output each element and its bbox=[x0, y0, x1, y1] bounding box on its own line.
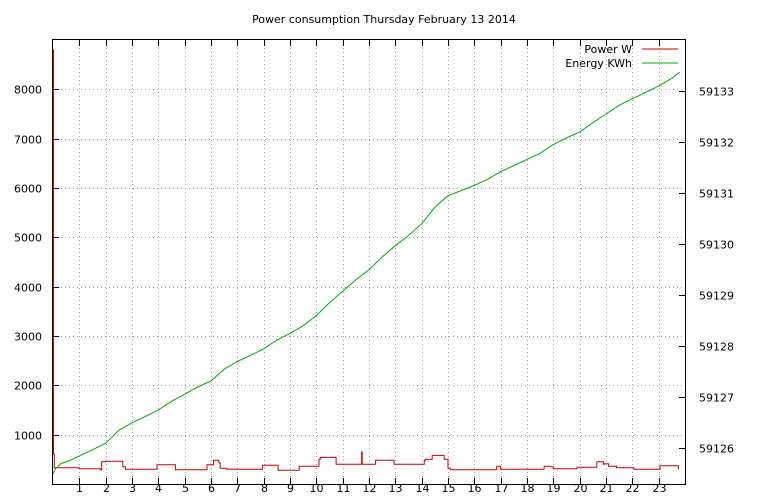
x-tick-label: 9 bbox=[287, 482, 294, 495]
x-tick-label: 5 bbox=[182, 482, 189, 495]
legend: Power W Energy KWh bbox=[565, 43, 678, 70]
y-tick-label: 2000 bbox=[14, 380, 42, 393]
x-tick-label: 8 bbox=[261, 482, 268, 495]
x-tick-label: 1 bbox=[76, 482, 83, 495]
y-tick-label: 5000 bbox=[14, 232, 42, 245]
legend-label-power: Power W bbox=[584, 43, 632, 56]
y-tick-label: 7000 bbox=[14, 134, 42, 147]
chart-title: Power consumption Thursday February 13 2… bbox=[252, 13, 516, 26]
x-tick-label: 18 bbox=[521, 482, 535, 495]
x-tick-label: 17 bbox=[495, 482, 509, 495]
series-layer bbox=[52, 49, 681, 475]
power-series-line bbox=[53, 49, 679, 471]
x-tick-label: 2 bbox=[103, 482, 110, 495]
x-tick-label: 21 bbox=[600, 482, 614, 495]
y2-tick-label: 59130 bbox=[699, 239, 734, 252]
energy-series-line bbox=[52, 71, 681, 475]
x-tick-label: 11 bbox=[337, 482, 351, 495]
x-tick-label: 13 bbox=[389, 482, 403, 495]
x-tick-label: 20 bbox=[574, 482, 588, 495]
y2-tick-label: 59127 bbox=[699, 392, 734, 405]
y2-tick-label: 59128 bbox=[699, 341, 734, 354]
y-tick-label: 1000 bbox=[14, 430, 42, 443]
y2-tick-label: 59132 bbox=[699, 137, 734, 150]
x-tick-label: 3 bbox=[129, 482, 136, 495]
x-tick-label: 19 bbox=[547, 482, 561, 495]
y-tick-label: 4000 bbox=[14, 282, 42, 295]
y-tick-label: 6000 bbox=[14, 183, 42, 196]
y2-tick-label: 59126 bbox=[699, 443, 734, 456]
legend-label-energy: Energy KWh bbox=[565, 57, 632, 70]
grid-layer bbox=[53, 40, 685, 484]
x-tick-label: 10 bbox=[310, 482, 324, 495]
y-tick-label: 3000 bbox=[14, 331, 42, 344]
y2-tick-label: 59131 bbox=[699, 188, 734, 201]
x-tick-label: 15 bbox=[442, 482, 456, 495]
x-tick-label: 6 bbox=[208, 482, 215, 495]
x-tick-label: 23 bbox=[653, 482, 667, 495]
x-tick-label: 16 bbox=[468, 482, 482, 495]
plot-frame bbox=[52, 39, 686, 485]
x-tick-label: 4 bbox=[155, 482, 162, 495]
x-tick-label: 14 bbox=[416, 482, 430, 495]
y2-tick-label: 59133 bbox=[699, 86, 734, 99]
x-tick-label: 12 bbox=[363, 482, 377, 495]
y2-tick-label: 59129 bbox=[699, 290, 734, 303]
y-tick-label: 8000 bbox=[14, 84, 42, 97]
x-tick-label: 7 bbox=[234, 482, 241, 495]
x-tick-label: 22 bbox=[626, 482, 640, 495]
tick-layer: 1 2 3 4 5 6 7 8 9 10 11 12 13 14 15 16 17 18 19 20 21 22 23100… bbox=[14, 40, 734, 495]
